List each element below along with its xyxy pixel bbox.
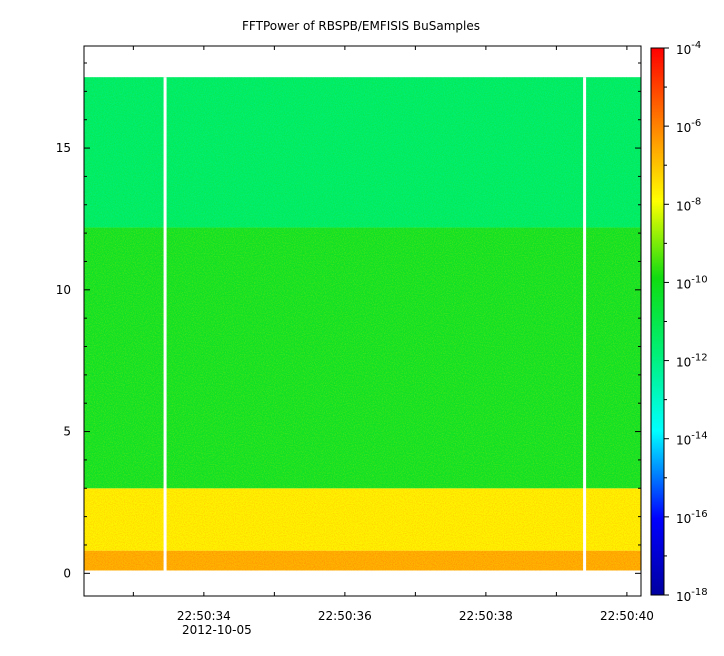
y-tick-label: 15 <box>56 141 71 155</box>
x-axis-date-label: 2012-10-05 <box>182 623 252 637</box>
colorbar-tick-label: 10-12 <box>676 353 708 370</box>
data-gap <box>583 77 587 571</box>
chart-title: FFTPower of RBSPB/EMFISIS BuSamples <box>242 19 480 33</box>
colorbar-tick-label: 10-14 <box>676 431 708 448</box>
y-tick-label: 10 <box>56 283 71 297</box>
colorbar-tick-label: 10-4 <box>676 40 701 57</box>
y-tick-label: 0 <box>63 566 71 580</box>
x-tick-label: 22:50:38 <box>459 609 513 623</box>
colorbar-gradient <box>650 47 665 596</box>
x-axis-ticks: 22:50:34 22:50:36 22:50:38 22:50:40 <box>132 46 654 623</box>
colorbar-tick-label: 10-10 <box>676 274 708 291</box>
spectrogram-bands <box>84 77 641 571</box>
plot-frame <box>83 45 642 597</box>
spectrogram-band-texture <box>84 77 641 228</box>
spectrogram-band-texture <box>84 227 641 489</box>
x-tick-label: 22:50:34 <box>177 609 231 623</box>
spectrogram-band-texture <box>84 550 641 571</box>
spectrogram-band-texture <box>84 488 641 551</box>
y-axis-ticks: 0 5 10 15 <box>56 62 641 580</box>
colorbar: 10-4 10-6 10-8 10-10 10-12 10-14 10-16 10-18 <box>650 40 708 604</box>
data-gap <box>163 77 167 571</box>
data-gaps <box>163 77 587 571</box>
colorbar-tick-label: 10-6 <box>676 118 701 135</box>
x-tick-label: 22:50:36 <box>318 609 372 623</box>
plot-area: 22:50:34 22:50:36 22:50:38 22:50:40 0 5 10 15 <box>56 45 654 623</box>
colorbar-tick-label: 10-16 <box>676 509 708 526</box>
x-tick-label: 22:50:40 <box>600 609 654 623</box>
colorbar-tick-label: 10-18 <box>676 587 708 604</box>
y-tick-label: 5 <box>63 425 71 439</box>
colorbar-tick-label: 10-8 <box>676 196 701 213</box>
colorbar-ticks: 10-4 10-6 10-8 10-10 10-12 10-14 10-16 10-18 <box>664 40 708 604</box>
